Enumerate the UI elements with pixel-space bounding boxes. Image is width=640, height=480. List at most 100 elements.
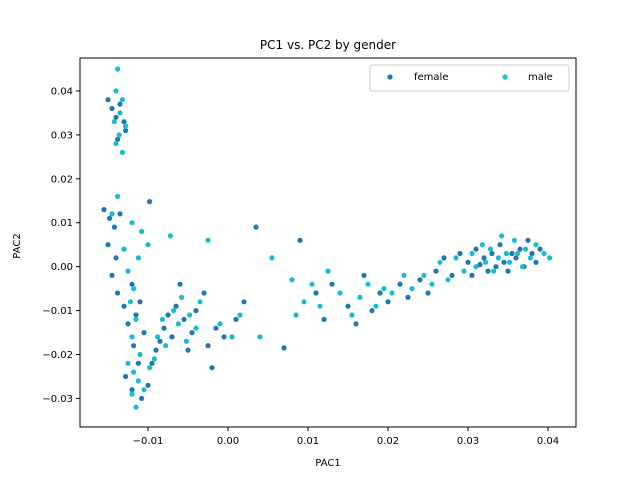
male-point-67 bbox=[461, 268, 467, 274]
female-point-2 bbox=[121, 119, 127, 125]
y-tick-label: −0.03 bbox=[42, 394, 73, 405]
male-point-9 bbox=[115, 193, 121, 199]
female-point-11 bbox=[111, 224, 117, 230]
y-tick-label: −0.02 bbox=[42, 350, 73, 361]
male-point-75 bbox=[499, 233, 505, 239]
male-point-64 bbox=[437, 259, 443, 265]
female-point-0 bbox=[117, 101, 123, 107]
male-point-70 bbox=[479, 242, 485, 248]
male-point-84 bbox=[541, 250, 547, 257]
female-point-31 bbox=[161, 325, 167, 331]
female-point-32 bbox=[165, 312, 171, 318]
female-point-29 bbox=[153, 347, 159, 353]
female-point-40 bbox=[201, 290, 207, 296]
male-point-10 bbox=[109, 211, 115, 217]
female-point-10 bbox=[147, 199, 153, 205]
male-point-37 bbox=[183, 338, 189, 344]
male-point-7 bbox=[113, 141, 119, 147]
female-point-72 bbox=[485, 268, 491, 274]
male-point-34 bbox=[171, 308, 177, 314]
female-point-63 bbox=[433, 268, 439, 274]
legend-label-male: male bbox=[528, 72, 553, 83]
female-point-27 bbox=[145, 382, 151, 388]
female-point-17 bbox=[125, 321, 131, 327]
male-point-23 bbox=[131, 369, 137, 375]
female-point-12 bbox=[105, 242, 111, 248]
male-point-3 bbox=[117, 110, 123, 116]
male-point-20 bbox=[129, 334, 135, 340]
y-tick-label: −0.01 bbox=[42, 306, 73, 317]
plot-frame bbox=[79, 57, 577, 428]
female-point-49 bbox=[297, 237, 303, 243]
female-point-48 bbox=[281, 345, 287, 351]
legend-marker-female bbox=[387, 74, 393, 80]
male-point-4 bbox=[111, 119, 117, 125]
female-point-74 bbox=[493, 264, 499, 270]
male-point-85 bbox=[547, 255, 553, 261]
male-point-36 bbox=[179, 294, 185, 300]
male-point-82 bbox=[527, 255, 534, 261]
male-point-35 bbox=[175, 321, 181, 327]
male-point-33 bbox=[167, 233, 173, 239]
female-point-75 bbox=[497, 242, 503, 248]
female-point-44 bbox=[221, 334, 227, 340]
male-point-83 bbox=[533, 242, 539, 248]
male-point-8 bbox=[119, 149, 125, 155]
male-point-65 bbox=[445, 277, 451, 283]
male-point-24 bbox=[135, 378, 141, 384]
female-point-47 bbox=[253, 224, 259, 230]
male-point-28 bbox=[147, 365, 153, 371]
female-point-36 bbox=[181, 316, 187, 322]
male-point-5 bbox=[123, 123, 129, 129]
female-point-38 bbox=[189, 330, 195, 336]
male-point-39 bbox=[193, 325, 199, 331]
y-tick-label: 0.03 bbox=[51, 130, 73, 141]
male-point-15 bbox=[135, 255, 141, 261]
x-tick-label: 0.03 bbox=[457, 436, 479, 447]
female-point-46 bbox=[241, 299, 247, 305]
male-point-13 bbox=[145, 242, 151, 248]
female-point-1 bbox=[113, 114, 119, 120]
female-point-9 bbox=[117, 211, 123, 217]
female-point-79 bbox=[513, 255, 519, 261]
female-point-3 bbox=[109, 105, 115, 112]
female-point-80 bbox=[517, 246, 523, 252]
female-point-23 bbox=[135, 360, 141, 366]
female-point-54 bbox=[353, 321, 359, 327]
male-point-2 bbox=[119, 97, 125, 103]
male-point-66 bbox=[453, 255, 459, 261]
female-point-5 bbox=[115, 136, 121, 142]
female-point-43 bbox=[213, 325, 219, 331]
female-point-68 bbox=[469, 272, 475, 278]
male-point-26 bbox=[133, 404, 139, 410]
female-point-56 bbox=[369, 308, 375, 314]
male-point-11 bbox=[129, 220, 135, 226]
male-point-73 bbox=[491, 268, 497, 274]
male-point-69 bbox=[473, 264, 479, 270]
female-point-8 bbox=[107, 215, 113, 221]
female-point-35 bbox=[177, 281, 183, 287]
male-point-14 bbox=[121, 246, 127, 252]
female-point-71 bbox=[481, 255, 487, 261]
female-point-4 bbox=[123, 127, 129, 134]
male-point-54 bbox=[349, 312, 355, 318]
female-point-59 bbox=[397, 281, 403, 287]
female-point-83 bbox=[529, 250, 535, 257]
male-point-72 bbox=[487, 246, 493, 252]
female-point-26 bbox=[139, 395, 145, 401]
male-point-44 bbox=[237, 312, 243, 318]
male-point-53 bbox=[337, 290, 343, 296]
male-point-57 bbox=[373, 303, 379, 309]
female-point-60 bbox=[405, 294, 411, 300]
male-point-61 bbox=[409, 286, 415, 292]
male-point-41 bbox=[205, 237, 211, 243]
male-point-42 bbox=[217, 321, 223, 327]
female-point-61 bbox=[417, 277, 423, 283]
legend-box bbox=[369, 64, 570, 92]
male-point-60 bbox=[401, 272, 407, 278]
x-tick-label: 0.02 bbox=[377, 436, 399, 447]
female-point-52 bbox=[329, 281, 335, 287]
male-point-49 bbox=[301, 299, 307, 305]
male-point-22 bbox=[125, 360, 131, 366]
